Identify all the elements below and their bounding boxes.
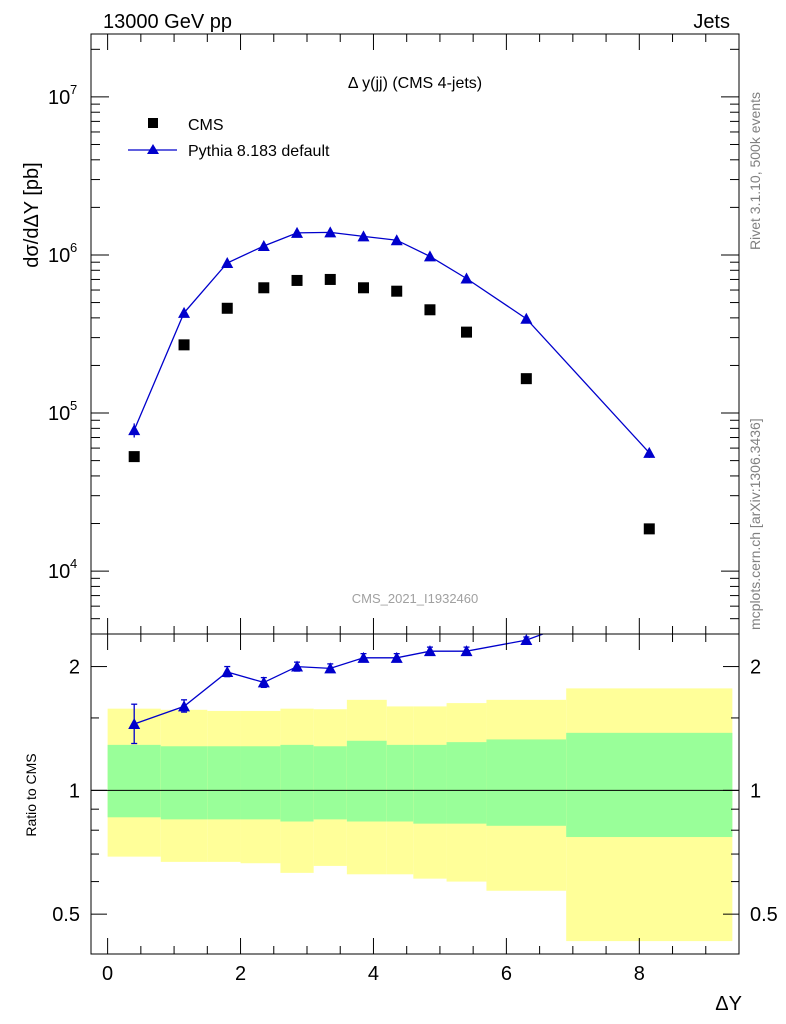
band-inner-bin [566,732,733,838]
ratio-panel-frame [90,633,740,955]
ratio-point [357,651,370,663]
legend-pythia-marker [147,144,159,154]
cms-data-point [291,274,303,286]
cms-data-point [258,282,270,294]
pythia-point [291,226,304,238]
band-inner-bin [486,739,567,826]
main-y-tick-label: 10 [48,561,70,583]
band-inner-bin [346,740,387,822]
main-y-tick-exponent: 4 [70,556,77,571]
ratio-panel-marks [128,634,544,745]
ratio-point [178,700,191,712]
main-y-tick-exponent: 6 [70,240,77,255]
ratio-point [128,717,141,729]
band-inner-bin [446,742,487,824]
ratio-point [221,666,234,678]
main-y-tick-exponent: 7 [70,82,77,97]
cms-data-point [424,304,436,316]
ratio-point [390,651,403,663]
pythia-point [178,306,191,318]
legend-cms-label: CMS [188,117,224,134]
ratio-point [423,645,436,657]
pythia-point [221,256,234,268]
cms-data-point [221,302,233,314]
pythia-point [390,234,403,246]
cms-data-point [324,273,336,285]
pythia-point [643,446,656,458]
x-axis-label: ΔY [715,993,742,1015]
pythia-point [128,424,141,436]
cms-data-point [520,373,532,385]
main-panel-marks [128,226,656,535]
band-inner-bin [107,744,161,818]
plot-title: Δ y(jj) (CMS 4-jets) [348,75,482,92]
ratio-point [460,645,473,657]
energy-label: 13000 GeV pp [103,11,232,33]
pythia-point [257,239,270,251]
band-inner-bin [160,746,208,820]
main-y-tick-label: 10 [48,403,70,425]
y-axis-label: dσ/dΔY [pb] [21,162,43,267]
cms-data-point [128,451,140,463]
main-y-tick-label: 10 [48,87,70,109]
process-label: Jets [693,11,730,33]
ratio-y-tick-label: 1 [69,780,80,802]
ratio-clipped-group [128,634,544,745]
legend-pythia-label: Pythia 8.183 default [188,143,330,160]
mcplots-label: mcplots.cern.ch [arXiv:1306.3436] [747,418,763,630]
x-tick-label: 2 [235,963,246,985]
ratio-uncertainty-bands [107,688,733,942]
cms-data-point [391,285,403,297]
pythia-point [520,312,533,324]
cms-data-point [357,282,369,294]
ratio-y-tick-label-right: 1 [750,780,761,802]
band-inner-bin [386,744,414,822]
analysis-watermark: CMS_2021_I1932460 [352,591,479,606]
x-tick-label: 0 [102,963,113,985]
x-tick-label: 6 [501,963,512,985]
ratio-point [291,660,304,672]
ratio-line [133,634,544,725]
cms-data-point [643,523,655,535]
cms-data-point [178,339,190,351]
ratio-y-tick-label: 0.5 [52,904,80,926]
ratio-y-tick-label: 2 [69,657,80,679]
main-y-tick-exponent: 5 [70,398,77,413]
ratio-y-tick-label-right: 2 [750,657,761,679]
band-inner-bin [240,746,281,820]
ratio-point [257,676,270,688]
legend-cms-marker [148,118,158,128]
main-y-tick-label: 10 [48,245,70,267]
x-tick-label: 4 [368,963,379,985]
rivet-label: Rivet 3.1.10, 500k events [747,92,763,250]
pythia-point [423,250,436,262]
band-inner-bin [413,744,447,824]
pythia-point [357,230,370,242]
cms-data-point [461,326,473,338]
band-inner-bin [313,746,347,820]
ratio-y-tick-label-right: 0.5 [750,904,778,926]
band-inner-bin [280,744,314,822]
x-tick-label: 8 [634,963,645,985]
ratio-point [324,662,337,674]
pythia-line [133,231,650,454]
axis-ticks: 10 410 510 610 70 2 4 6 80.5 0.51 12 2 [48,34,778,985]
pythia-point [460,272,473,284]
pythia-point [324,226,337,238]
band-inner-bin [207,746,241,820]
ratio-point [520,634,533,646]
ratio-y-axis-label: Ratio to CMS [23,753,39,836]
